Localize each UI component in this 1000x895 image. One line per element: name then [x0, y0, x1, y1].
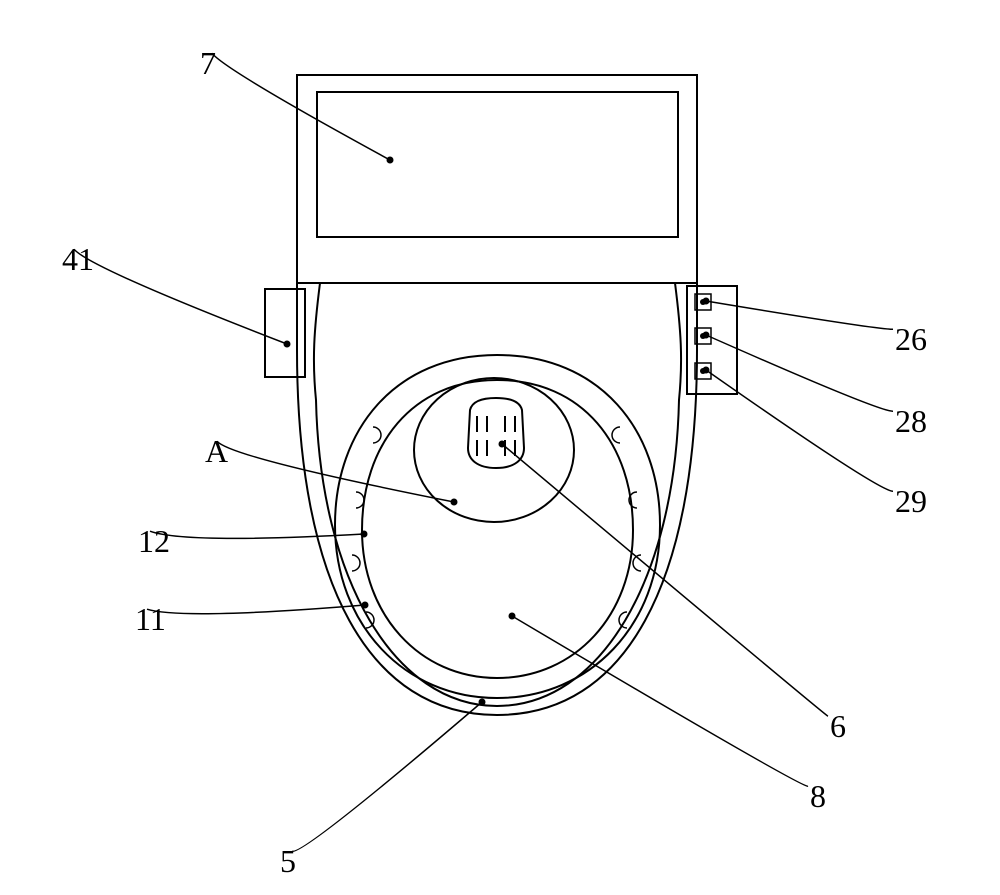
leader-dot-7: [387, 157, 394, 164]
leader-dot-A: [451, 499, 458, 506]
leader-dot-11: [362, 602, 369, 609]
drain-opening: [414, 378, 574, 522]
diagram-root: 7 41 A 12 11 26 28 29 68 5: [0, 0, 1000, 890]
seat-mark: [352, 555, 360, 571]
label-A: A: [205, 433, 228, 469]
leader-dot-26: [703, 298, 710, 305]
leader-6: [502, 444, 828, 716]
side-panel-left: [265, 289, 305, 377]
leader-dot-28: [703, 332, 710, 339]
leader-26: [706, 301, 893, 329]
seat-inner: [362, 380, 633, 678]
leader-29: [706, 370, 893, 491]
label-41: 41: [62, 241, 94, 277]
leader-dot-41: [284, 341, 291, 348]
tank-outer: [297, 75, 697, 283]
bowl-outer: [297, 283, 697, 715]
leader-11: [147, 605, 365, 614]
label-5: 5: [280, 843, 296, 879]
label-7: 7: [200, 45, 216, 81]
leader-dot-29: [703, 367, 710, 374]
leader-dot-8: [509, 613, 516, 620]
leader-8: [512, 616, 808, 786]
seat-mark: [612, 427, 620, 443]
label-29: 29: [895, 483, 927, 519]
leader-41: [74, 249, 287, 344]
label-26: 26: [895, 321, 927, 357]
tank-inner: [317, 92, 678, 237]
leader-5: [292, 702, 482, 851]
diagram-svg: 7 41 A 12 11 26 28 29 68 5: [0, 0, 1000, 890]
label-12: 12: [138, 523, 170, 559]
leader-12: [150, 531, 364, 538]
label-8: 8: [810, 778, 826, 814]
label-6: 6: [830, 708, 846, 744]
leader-dot-12: [361, 531, 368, 538]
leader-7: [212, 53, 390, 160]
bowl-mid: [314, 283, 681, 706]
label-11: 11: [135, 601, 166, 637]
seat-outer: [335, 355, 660, 698]
label-28: 28: [895, 403, 927, 439]
nozzle-outline: [468, 398, 524, 468]
leader-28: [706, 335, 893, 411]
seat-mark: [373, 427, 381, 443]
leader-dot-5: [479, 699, 486, 706]
leader-dot-6: [499, 441, 506, 448]
